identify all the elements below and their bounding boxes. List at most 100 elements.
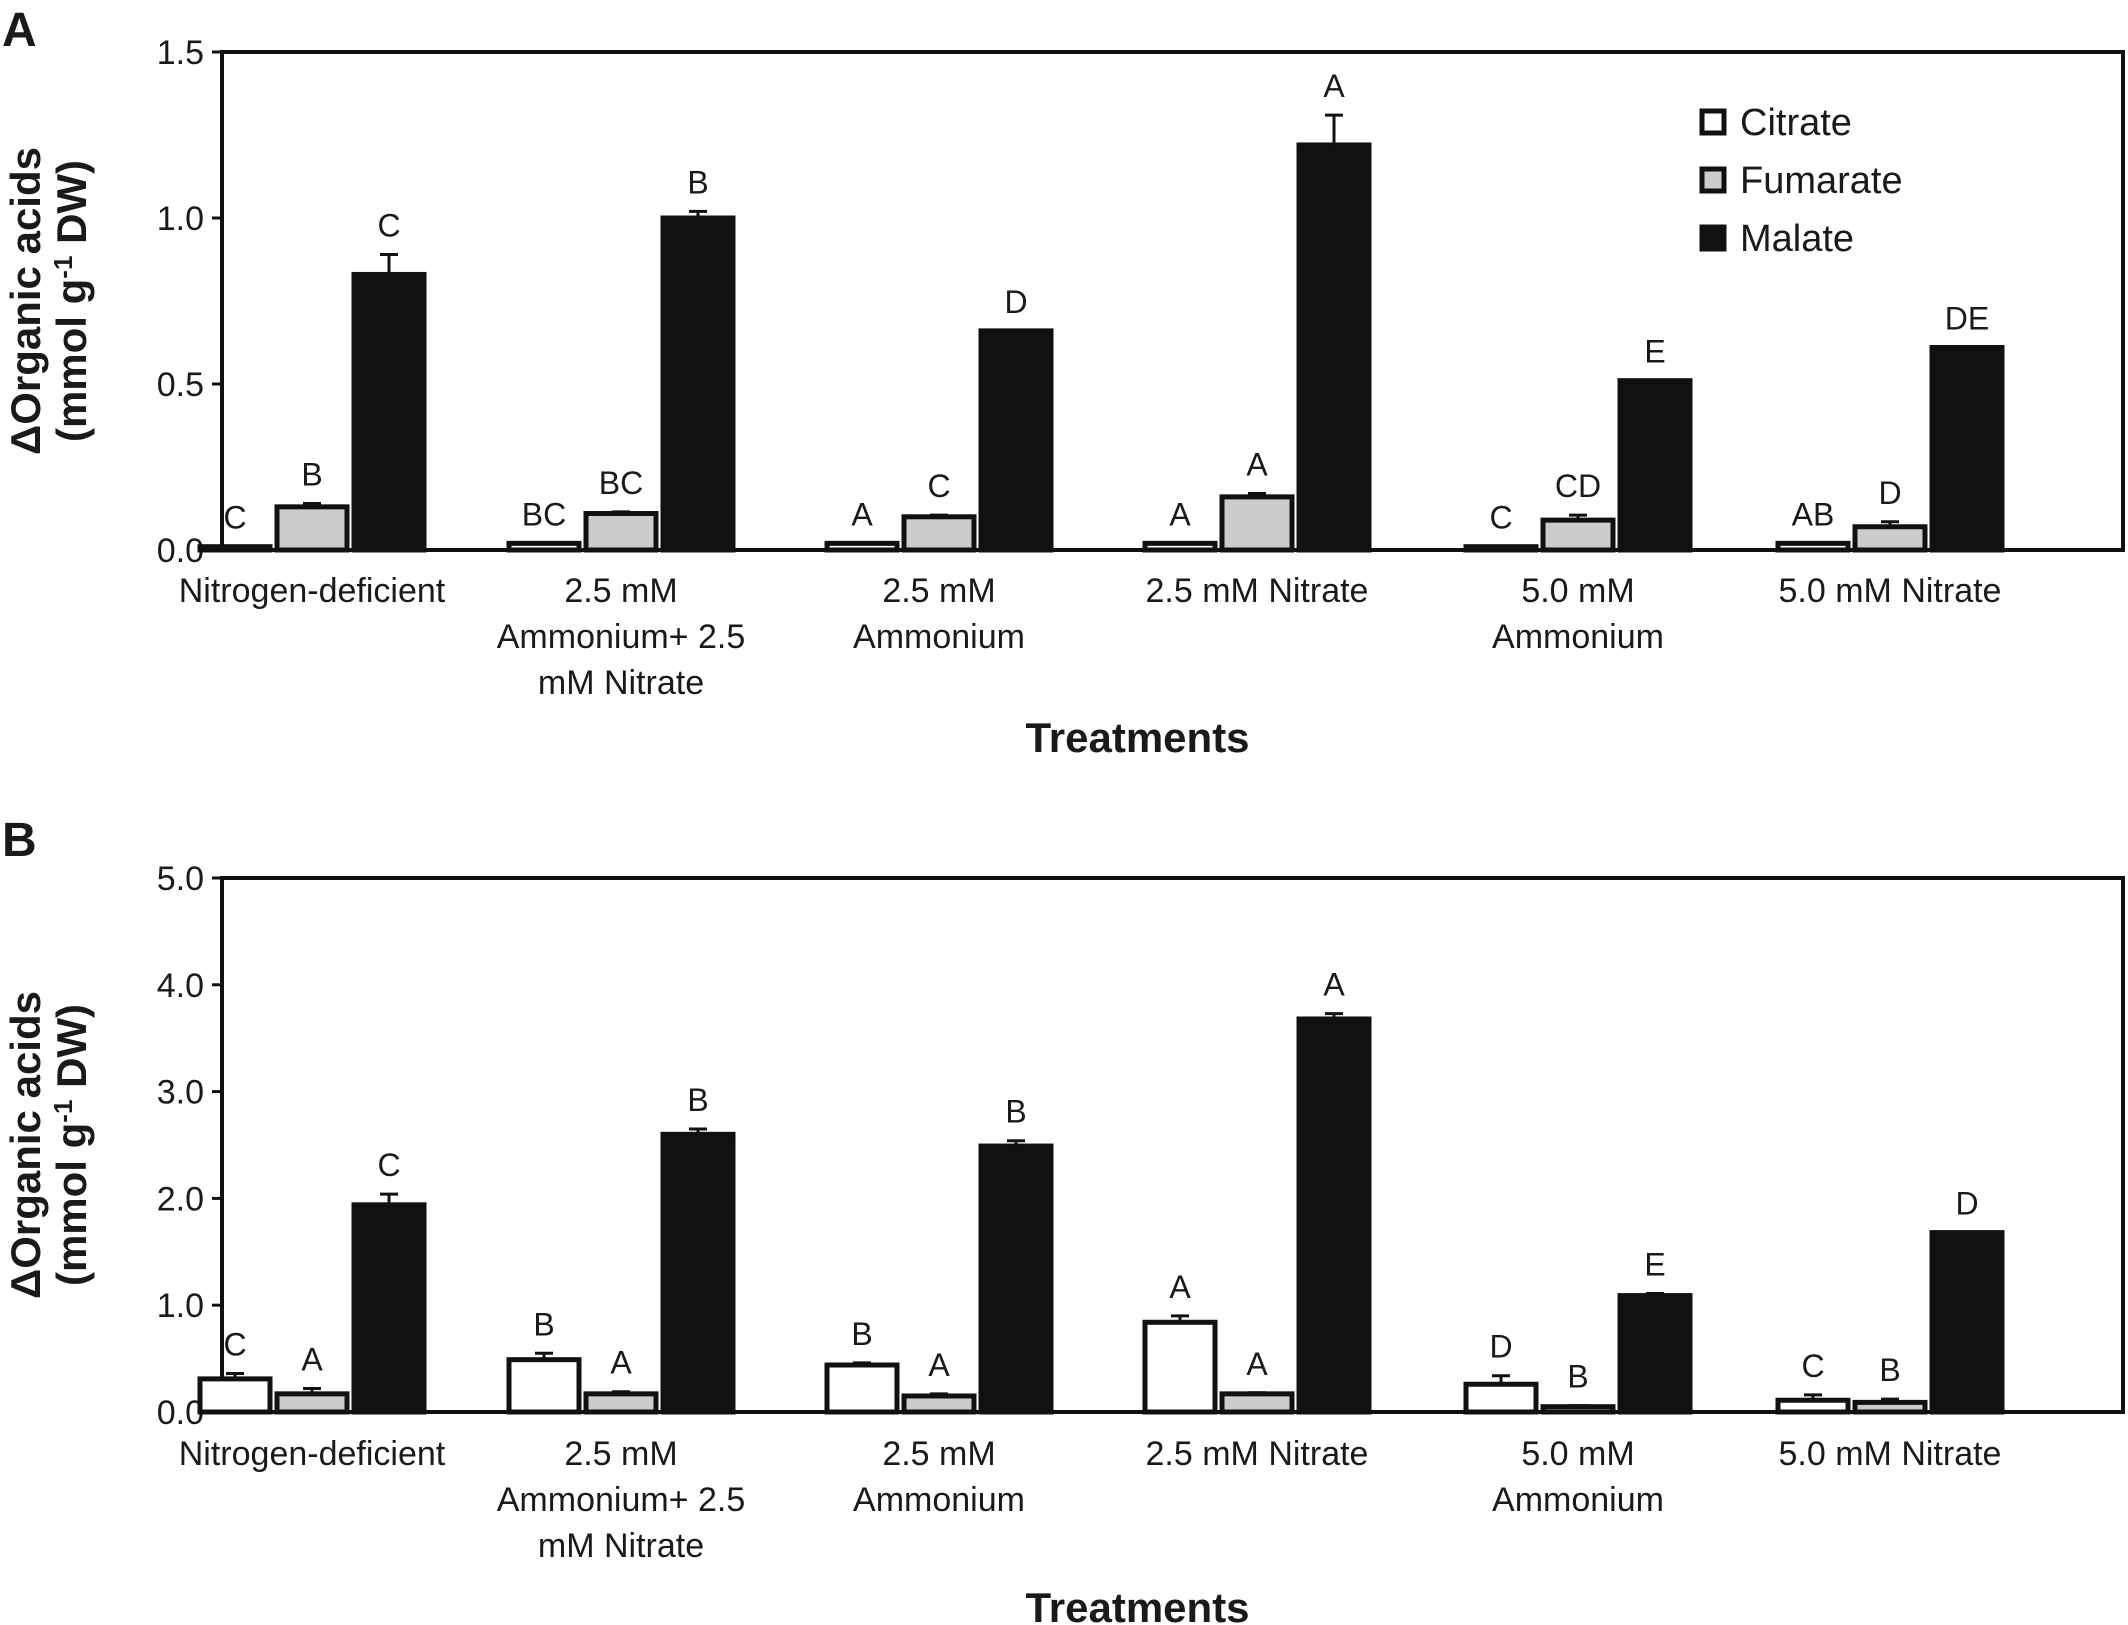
y-axis-title-unit: (mmol g <box>48 1123 95 1286</box>
significance-letter: C <box>1801 1348 1824 1384</box>
y-tick-label: 3.0 <box>157 1074 204 1112</box>
bar-fumarate-6 <box>1852 524 1928 553</box>
y-tick-label: 4.0 <box>157 967 204 1005</box>
category-label: Ammonium <box>1492 1481 1664 1519</box>
legend-swatch-citrate <box>1699 108 1727 136</box>
significance-letter: C <box>927 468 950 504</box>
bar-citrate-5 <box>1463 544 1539 553</box>
bar-malate-4 <box>1296 1016 1372 1415</box>
significance-letter: C <box>1489 500 1512 536</box>
y-axis-title-superscript: -1 <box>48 256 78 279</box>
bar-fumarate-5 <box>1540 1404 1616 1415</box>
significance-letter: E <box>1644 1246 1665 1282</box>
panel-b: B 0.0 1.0 2.0 3.0 4.0 5.0 ΔOrganic acids(mmol g… <box>2 814 2125 1625</box>
panel-letter-a: A <box>2 4 37 57</box>
significance-letter: A <box>301 1342 323 1378</box>
category-label: mM Nitrate <box>538 664 704 702</box>
x-axis-title: Treatments <box>1025 1584 1249 1625</box>
bar-fumarate-5 <box>1540 517 1616 553</box>
category-label: 2.5 mM <box>882 1435 995 1473</box>
bar-fumarate-1 <box>274 1391 350 1415</box>
significance-letter: A <box>1169 1269 1191 1305</box>
bar-malate-6 <box>1929 344 2005 553</box>
significance-letter: A <box>1169 496 1191 532</box>
bar-citrate-6 <box>1775 540 1851 553</box>
category-label: 2.5 mM Nitrate <box>1146 572 1369 610</box>
bar-citrate-3 <box>824 1362 900 1415</box>
significance-letter: B <box>1879 1352 1900 1388</box>
bar-fumarate-6 <box>1852 1399 1928 1415</box>
significance-letter: A <box>1323 68 1345 104</box>
category-label: Ammonium <box>853 618 1025 656</box>
bar-fumarate-3 <box>901 1393 977 1415</box>
significance-letter: B <box>301 457 322 493</box>
significance-letter: C <box>377 208 400 244</box>
bar-citrate-3 <box>824 540 900 553</box>
y-axis-title: ΔOrganic acids(mmol g-1 DW) <box>2 991 95 1299</box>
significance-letter: D <box>1955 1186 1978 1222</box>
bar-fumarate-3 <box>901 514 977 553</box>
significance-letter: CD <box>1555 468 1601 504</box>
category-label: Ammonium+ 2.5 <box>497 618 746 656</box>
panel-letter-b: B <box>2 814 37 867</box>
category-label: 2.5 mM Nitrate <box>1146 1435 1369 1473</box>
bar-citrate-1 <box>197 1376 273 1415</box>
legend-label-fumarate: Fumarate <box>1740 160 1903 202</box>
significance-letter: B <box>687 1082 708 1118</box>
category-label: 2.5 mM <box>564 1435 677 1473</box>
y-tick-label: 2.0 <box>157 1180 204 1218</box>
bar-malate-1 <box>351 1202 427 1415</box>
bar-citrate-1 <box>197 544 273 553</box>
y-tick-label: 1.0 <box>157 200 204 238</box>
significance-letter: A <box>610 1345 632 1381</box>
significance-letter: E <box>1644 334 1665 370</box>
category-label: 2.5 mM <box>882 572 995 610</box>
y-axis-title-unit-end: DW) <box>48 160 95 256</box>
y-tick-label: 1.0 <box>157 1287 204 1325</box>
significance-letter: AB <box>1792 496 1835 532</box>
significance-letter: B <box>687 164 708 200</box>
bar-citrate-4 <box>1142 1319 1218 1415</box>
bar-citrate-6 <box>1775 1397 1851 1415</box>
category-label: Ammonium <box>853 1481 1025 1519</box>
y-axis-title: ΔOrganic acids(mmol g-1 DW) <box>2 147 95 455</box>
bar-malate-1 <box>351 271 427 553</box>
legend-swatch-malate <box>1699 224 1727 252</box>
significance-letter: B <box>533 1306 554 1342</box>
bar-citrate-2 <box>506 1357 582 1415</box>
significance-letter: D <box>1489 1329 1512 1365</box>
bar-fumarate-2 <box>583 510 659 553</box>
category-label: Ammonium+ 2.5 <box>497 1481 746 1519</box>
significance-letter: BC <box>522 496 566 532</box>
bar-malate-5 <box>1617 378 1693 553</box>
significance-letter: D <box>1878 475 1901 511</box>
category-label: 5.0 mM <box>1521 1435 1634 1473</box>
bar-malate-3 <box>978 328 1054 553</box>
panel-a: A 0.0 0.5 1.0 1.5 ΔOrganic acids(mmol g-1 DW)… <box>2 4 2125 761</box>
bar-malate-5 <box>1617 1293 1693 1415</box>
y-axis-title-line1: ΔOrganic acids <box>2 147 49 455</box>
category-label: mM Nitrate <box>538 1527 704 1565</box>
significance-letter: C <box>223 1327 246 1363</box>
category-label: 5.0 mM Nitrate <box>1779 1435 2002 1473</box>
category-label: Ammonium <box>1492 618 1664 656</box>
significance-letter: B <box>1567 1359 1588 1395</box>
significance-letter: B <box>851 1316 872 1352</box>
y-tick-label: 0.5 <box>157 366 204 404</box>
x-axis-title: Treatments <box>1025 714 1249 761</box>
significance-letter: A <box>851 496 873 532</box>
significance-letter: A <box>928 1347 950 1383</box>
bar-malate-6 <box>1929 1230 2005 1415</box>
bar-fumarate-4 <box>1219 494 1295 553</box>
y-axis-title-superscript: -1 <box>48 1100 78 1123</box>
bar-citrate-2 <box>506 540 582 553</box>
legend-label-malate: Malate <box>1740 218 1854 260</box>
significance-letter: C <box>223 500 246 536</box>
significance-letter: A <box>1246 447 1268 483</box>
category-label: 5.0 mM <box>1521 572 1634 610</box>
bar-malate-4 <box>1296 142 1372 553</box>
y-tick-label: 0.0 <box>157 532 204 570</box>
bar-citrate-4 <box>1142 540 1218 553</box>
significance-letter: C <box>377 1147 400 1183</box>
